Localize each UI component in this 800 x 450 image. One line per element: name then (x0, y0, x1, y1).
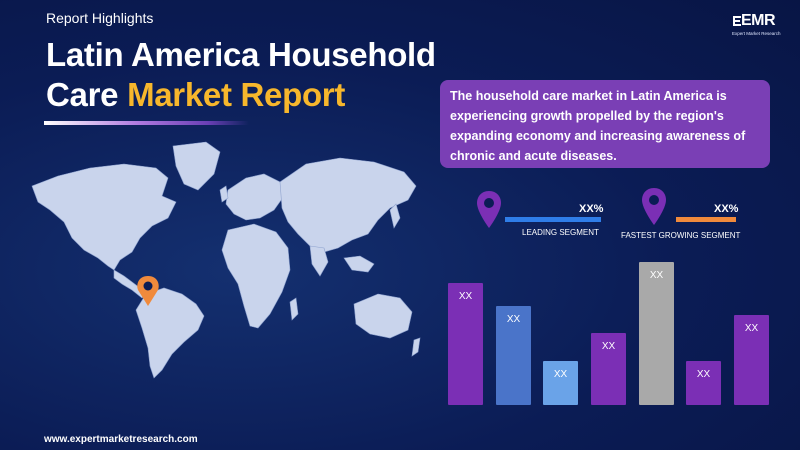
bar-5-label: XX (649, 270, 664, 281)
logo-mark-icon (733, 16, 741, 26)
leading-segment-pin-icon (477, 191, 501, 228)
bar-6-label: XX (696, 369, 711, 380)
greenland-shape (172, 141, 221, 191)
bar-4: XX (591, 333, 626, 405)
leading-segment-label: LEADING SEGMENT (522, 228, 599, 237)
bar-3-label: XX (553, 369, 568, 380)
title-underline (44, 121, 249, 125)
leading-segment-bar (505, 217, 601, 222)
north-america-shape (31, 163, 177, 271)
bar-7-label: XX (744, 323, 759, 334)
india-shape (309, 245, 329, 277)
bar-6: XX (686, 361, 721, 405)
africa-shape (221, 223, 291, 329)
bar-1-label: XX (458, 291, 473, 302)
bar-3: XX (543, 361, 578, 405)
bar-5: XX (639, 262, 674, 405)
bar-1: XX (448, 283, 483, 405)
europe-shape (225, 173, 285, 221)
japan-shape (389, 203, 401, 229)
asia-shape (279, 157, 417, 253)
website-url: www.expertmarketresearch.com (44, 434, 198, 445)
fastest-segment-label: FASTEST GROWING SEGMENT (621, 231, 741, 240)
bar-4-label: XX (601, 341, 616, 352)
bar-2: XX (496, 306, 531, 405)
fastest-segment-bar (676, 217, 736, 222)
madagascar-shape (289, 297, 299, 321)
australia-shape (353, 293, 413, 339)
title-plain: Care (46, 76, 128, 113)
location-pin-icon (137, 276, 159, 306)
uk-shape (219, 185, 229, 203)
logo-tagline: Expert Market Research (732, 31, 781, 36)
world-map (31, 141, 421, 379)
new-zealand-shape (411, 337, 421, 357)
description-box: The household care market in Latin Ameri… (440, 80, 770, 168)
page-title-line2: Care Market Report (46, 76, 345, 114)
fastest-segment-pin-icon (642, 188, 666, 225)
bar-2-label: XX (506, 314, 521, 325)
bar-7: XX (734, 315, 769, 405)
report-highlights-label: Report Highlights (46, 10, 154, 26)
leading-segment-value: XX% (579, 203, 604, 215)
page-title-line1: Latin America Household (46, 36, 436, 73)
emr-logo: EMR Expert Market Research (729, 12, 781, 38)
fastest-segment-value: XX% (714, 203, 739, 215)
title-highlight: Market Report (127, 76, 346, 113)
south-america-shape (135, 287, 205, 379)
logo-text: EMR (741, 12, 776, 29)
southeast-asia-shape (343, 255, 375, 273)
